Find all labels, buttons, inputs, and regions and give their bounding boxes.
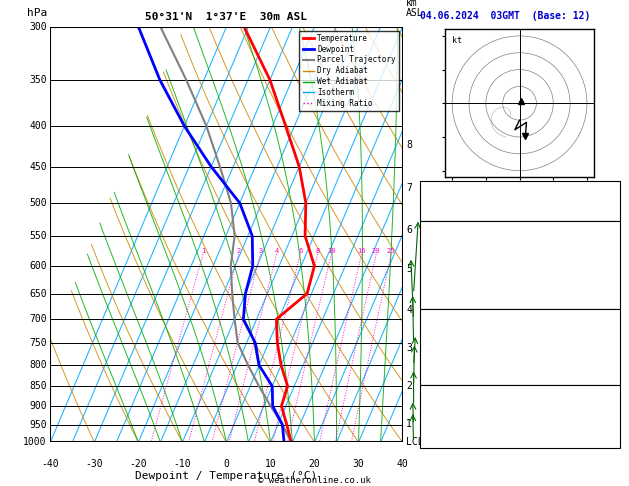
Text: 6: 6 [611,348,616,357]
Text: 14.7: 14.7 [595,235,616,243]
Text: Mixing Ratio (g/kg): Mixing Ratio (g/kg) [433,208,442,303]
Text: Lifted Index: Lifted Index [423,273,486,281]
Text: 6: 6 [406,225,412,235]
Text: 3: 3 [259,248,262,254]
Text: 350: 350 [29,75,47,85]
Text: 7: 7 [611,273,616,281]
Text: Temp (°C): Temp (°C) [423,235,470,243]
Text: CIN (J): CIN (J) [423,374,460,382]
Text: 2.33: 2.33 [595,209,616,218]
Text: 0: 0 [611,298,616,307]
Text: 20: 20 [372,248,381,254]
Text: 20: 20 [309,459,320,469]
Text: LCL: LCL [406,437,424,447]
Text: 4: 4 [274,248,279,254]
Text: 04.06.2024  03GMT  (Base: 12): 04.06.2024 03GMT (Base: 12) [420,11,590,21]
Text: CAPE (J): CAPE (J) [423,361,465,370]
Text: 10: 10 [327,248,336,254]
Text: -10: -10 [174,459,191,469]
Text: SREH: SREH [423,412,444,420]
Text: 312: 312 [600,260,616,269]
Text: 11: 11 [605,374,616,382]
Text: CAPE (J): CAPE (J) [423,285,465,294]
Text: km
ASL: km ASL [406,0,424,18]
Text: 313: 313 [600,336,616,345]
Text: 950: 950 [600,323,616,332]
Text: Lifted Index: Lifted Index [423,348,486,357]
Text: 13.1: 13.1 [595,247,616,256]
Text: 750: 750 [29,338,47,348]
Text: Hodograph: Hodograph [496,387,543,396]
Text: EH: EH [423,399,434,408]
Text: Surface: Surface [501,223,538,232]
Text: 25: 25 [387,248,396,254]
Text: 10: 10 [265,459,276,469]
Text: 0: 0 [611,399,616,408]
Text: Totals Totals: Totals Totals [423,197,492,206]
Text: 1: 1 [406,419,412,429]
Text: 6: 6 [298,248,303,254]
Text: 40: 40 [397,459,408,469]
Text: θₑ(K): θₑ(K) [423,260,450,269]
Text: © weatheronline.co.uk: © weatheronline.co.uk [258,475,371,485]
Text: Dewpoint / Temperature (°C): Dewpoint / Temperature (°C) [135,471,318,481]
Text: 2: 2 [406,381,412,391]
Text: -20: -20 [130,459,147,469]
Text: 0: 0 [223,459,230,469]
Text: StmDir: StmDir [423,424,455,433]
Text: 1000: 1000 [23,437,47,447]
Text: 15: 15 [605,184,616,193]
Text: 2°: 2° [605,424,616,433]
Text: 2: 2 [237,248,240,254]
Text: 30: 30 [353,459,364,469]
Text: Most Unstable: Most Unstable [486,312,554,320]
Text: 50°31'N  1°37'E  30m ASL: 50°31'N 1°37'E 30m ASL [145,12,308,22]
Text: 5: 5 [406,264,412,275]
Text: 13: 13 [605,412,616,420]
Text: 900: 900 [29,401,47,411]
Text: hPa: hPa [26,8,47,18]
Text: 850: 850 [29,381,47,391]
Text: 800: 800 [29,360,47,370]
Text: 0: 0 [611,361,616,370]
Text: -30: -30 [86,459,103,469]
Text: Pressure (mb): Pressure (mb) [423,323,492,332]
Text: PW (cm): PW (cm) [423,209,460,218]
Text: 8: 8 [315,248,320,254]
Text: 950: 950 [29,419,47,430]
Text: 600: 600 [29,261,47,271]
Text: -40: -40 [42,459,59,469]
Text: kt: kt [452,36,462,45]
Text: K: K [423,184,428,193]
Text: 8: 8 [611,437,616,446]
Text: StmSpd (kt): StmSpd (kt) [423,437,481,446]
Text: 550: 550 [29,231,47,241]
Text: 7: 7 [406,183,412,193]
Text: 1: 1 [201,248,205,254]
Text: 3: 3 [406,344,412,353]
Text: 0: 0 [611,285,616,294]
Text: 450: 450 [29,162,47,172]
Text: 500: 500 [29,198,47,208]
Text: Dewp (°C): Dewp (°C) [423,247,470,256]
Text: 16: 16 [357,248,365,254]
Text: 700: 700 [29,314,47,324]
Text: 40: 40 [605,197,616,206]
Text: 8: 8 [406,140,412,150]
Legend: Temperature, Dewpoint, Parcel Trajectory, Dry Adiabat, Wet Adiabat, Isotherm, Mi: Temperature, Dewpoint, Parcel Trajectory… [299,31,399,111]
Text: θₑ (K): θₑ (K) [423,336,455,345]
Text: CIN (J): CIN (J) [423,298,460,307]
Text: 650: 650 [29,289,47,298]
Text: 4: 4 [406,305,412,314]
Text: 400: 400 [29,121,47,131]
Text: 300: 300 [29,22,47,32]
